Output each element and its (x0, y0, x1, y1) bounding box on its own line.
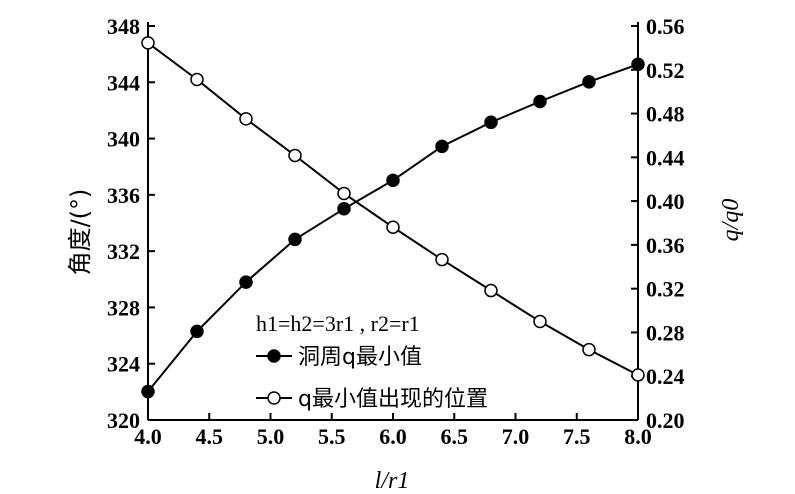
y-left-tick-label: 320 (107, 408, 140, 433)
y-right-tick-label: 0.28 (646, 320, 685, 345)
y-left-tick-label: 348 (107, 14, 140, 39)
data-point-q-min (141, 384, 155, 399)
plot-area (141, 36, 645, 399)
legend-marker-open (267, 391, 281, 405)
y-right-tick-label: 0.48 (646, 102, 685, 127)
data-point-q-min (435, 139, 449, 154)
data-point-q-min (386, 173, 400, 188)
y-right-tick-label: 0.20 (646, 408, 685, 433)
y-left-tick-label: 336 (107, 183, 140, 208)
data-point-q-min-position (337, 186, 351, 201)
data-point-q-min (582, 75, 596, 89)
y-right-axis-title: q/q0 (718, 199, 744, 242)
data-point-q-min-position (533, 314, 547, 329)
y-left-tick-label: 340 (107, 127, 140, 152)
x-tick-label: 5.5 (318, 424, 346, 449)
x-tick-label: 5.0 (257, 424, 285, 449)
data-point-q-min (288, 232, 302, 247)
data-point-q-min (239, 275, 253, 289)
legend-label-filled: 洞周q最小值 (298, 345, 422, 370)
legend: 洞周q最小值 q最小值出现的位置 (256, 345, 488, 412)
data-point-q-min-position (631, 368, 645, 382)
axes: 4.0 4.5 5.0 5.5 6.0 6.5 7.0 7.5 8.0 320 324 328 332 3… (107, 14, 685, 449)
y-right-tick-label: 0.32 (646, 277, 685, 302)
x-tick-label: 6.0 (379, 424, 407, 449)
data-point-q-min-position (141, 36, 155, 50)
x-tick-label: 4.5 (196, 424, 224, 449)
data-point-q-min (631, 57, 645, 72)
data-point-q-min (533, 94, 547, 109)
x-tick-label: 6.5 (441, 424, 469, 449)
y-right-tick-label: 0.24 (646, 364, 685, 389)
data-point-q-min (484, 115, 498, 130)
data-point-q-min-position (386, 220, 400, 234)
data-point-q-min-position (435, 252, 449, 267)
x-tick-label: 8.0 (624, 424, 652, 449)
data-point-q-min-position (239, 112, 253, 126)
data-point-q-min-position (484, 283, 498, 298)
parameter-annotation: h1=h2=3r1 , r2=r1 (256, 311, 420, 336)
y-left-tick-label: 332 (107, 239, 140, 264)
legend-marker-filled (267, 349, 281, 363)
y-left-tick-label: 328 (107, 295, 140, 320)
y-right-tick-label: 0.56 (646, 14, 685, 39)
data-point-q-min-position (288, 148, 302, 163)
data-point-q-min (190, 324, 204, 339)
y-right-tick-label: 0.40 (646, 189, 685, 214)
y-right-tick-label: 0.52 (646, 58, 685, 83)
data-point-q-min (337, 202, 351, 216)
y-left-axis-title: 角度/(°) (66, 189, 94, 276)
y-left-tick-label: 324 (107, 352, 140, 377)
y-right-tick-label: 0.44 (646, 145, 685, 170)
y-right-tick-label: 0.36 (646, 233, 685, 258)
legend-label-open: q最小值出现的位置 (298, 387, 488, 412)
x-tick-label: 4.0 (134, 424, 162, 449)
y-left-tick-label: 344 (107, 70, 140, 95)
data-point-q-min-position (582, 342, 596, 357)
x-tick-label: 7.0 (502, 424, 530, 449)
x-tick-label: 7.5 (563, 424, 591, 449)
x-axis-title: l/r1 (375, 468, 410, 494)
data-point-q-min-position (190, 72, 204, 87)
